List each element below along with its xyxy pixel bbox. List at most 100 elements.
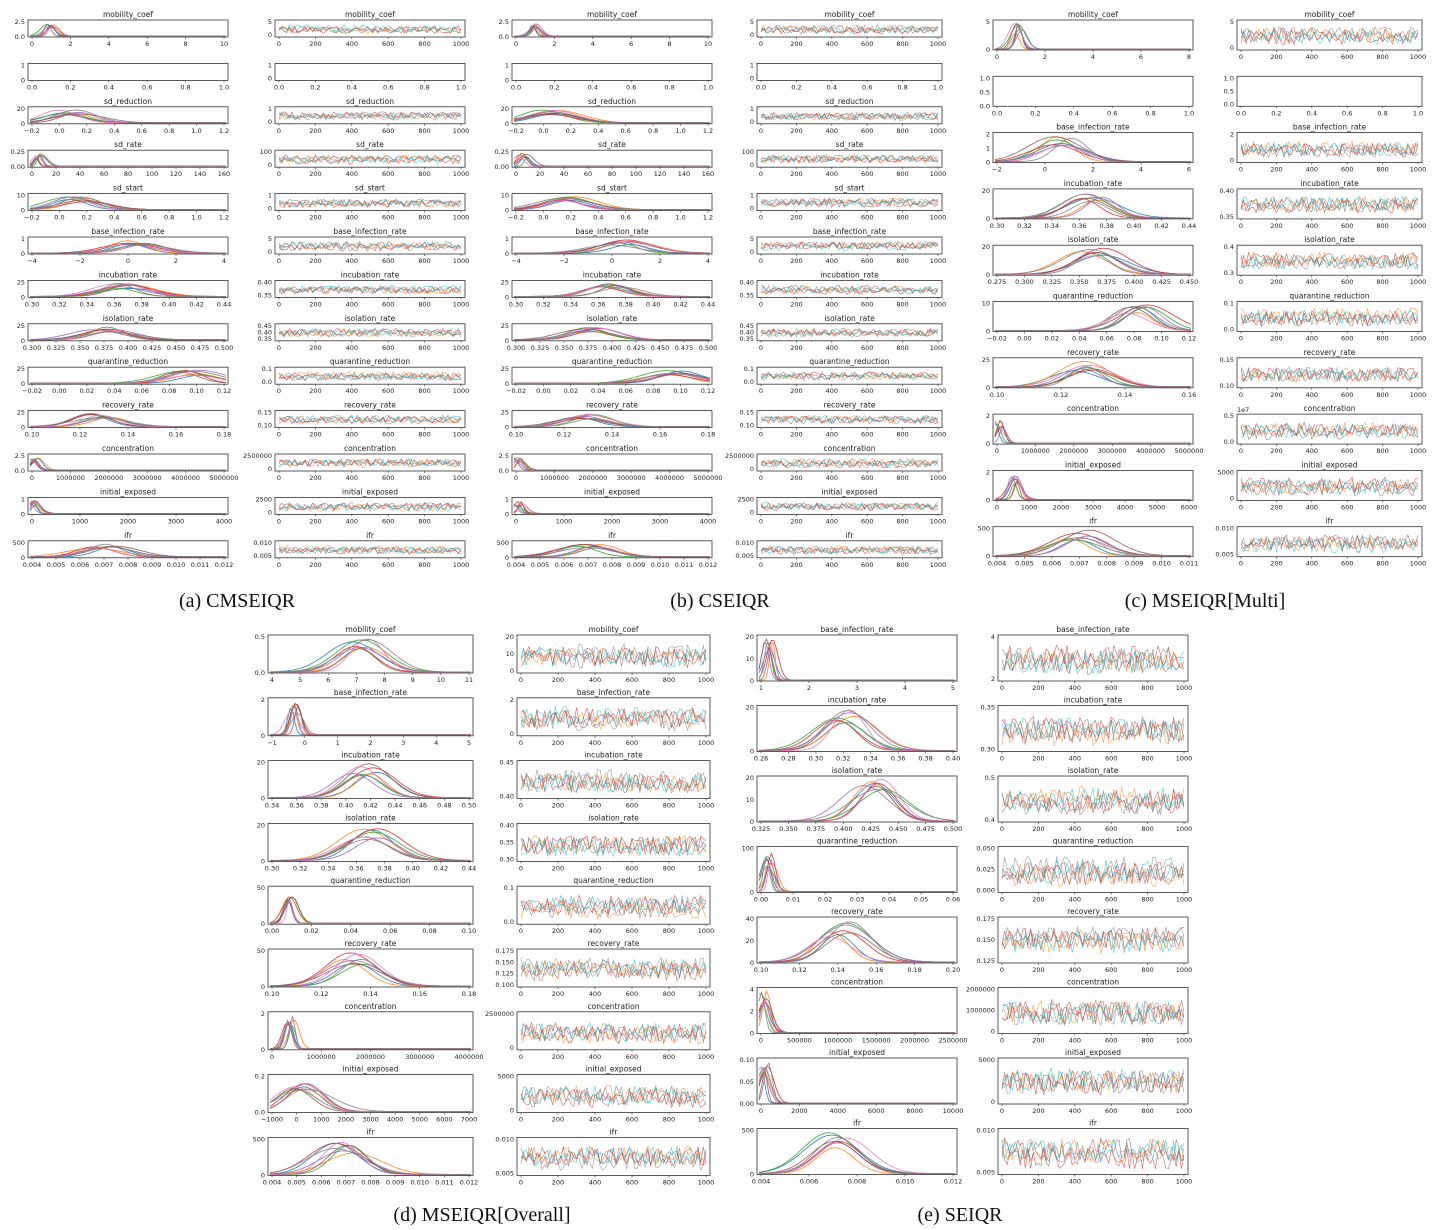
x-tick-label: 0.34 bbox=[265, 802, 279, 810]
x-tick-label: 0 bbox=[514, 170, 518, 178]
trace-frame bbox=[756, 279, 943, 298]
x-tick-label: 10 bbox=[220, 40, 228, 48]
y-tick-label: 0 bbox=[750, 118, 754, 126]
x-tick-label: 1500000 bbox=[862, 1037, 891, 1045]
x-tick-label: 600 bbox=[1105, 1037, 1117, 1045]
density-title: sd_rate bbox=[114, 140, 142, 149]
x-tick-label: 800 bbox=[418, 40, 430, 48]
y-tick-label: 2 bbox=[510, 696, 514, 704]
y-tick-label: 0 bbox=[505, 250, 509, 258]
x-tick-label: 1000 bbox=[698, 990, 715, 998]
x-tick-label: 200 bbox=[552, 676, 564, 684]
y-tick-label: 0 bbox=[750, 31, 754, 39]
y-tick-label: 0.40 bbox=[500, 821, 514, 829]
y-tick-label: 0.010 bbox=[1215, 525, 1234, 533]
trace-line bbox=[760, 198, 939, 207]
x-tick-label: 0.12 bbox=[557, 431, 571, 439]
trace-line bbox=[1001, 930, 1185, 954]
y-tick-label: 0.5 bbox=[1224, 412, 1234, 420]
y-tick-label: 0 bbox=[750, 74, 754, 82]
x-tick-label: 4 bbox=[1091, 53, 1095, 61]
trace-title: recovery_rate bbox=[824, 401, 876, 410]
x-tick-label: 0.30 bbox=[990, 222, 1004, 230]
parameter-panel: mobility_coef mobility_coef 4 5 6 7 8 9 10 11 0.0 0… bbox=[255, 625, 715, 684]
x-tick-label: 80 bbox=[608, 170, 616, 178]
y-tick-label: 2.5 bbox=[499, 452, 509, 460]
y-tick-label: 0 bbox=[21, 380, 25, 388]
trace-line bbox=[278, 502, 462, 511]
y-tick-label: 0 bbox=[505, 510, 509, 518]
y-tick-label: 25 bbox=[501, 409, 509, 417]
y-tick-label: 0.35 bbox=[258, 335, 272, 343]
y-tick-label: 4 bbox=[991, 633, 995, 641]
y-tick-label: 0 bbox=[268, 248, 272, 256]
density-curve bbox=[995, 25, 1191, 50]
density-curve bbox=[758, 642, 955, 681]
y-tick-label: 0.005 bbox=[253, 552, 272, 560]
y-tick-label: 0 bbox=[986, 440, 990, 448]
trace-line bbox=[1240, 311, 1419, 327]
density-title: sd_start bbox=[597, 184, 627, 193]
x-tick-label: 0.12 bbox=[792, 966, 806, 974]
trace-line bbox=[1240, 366, 1419, 382]
x-tick-label: 0.007 bbox=[337, 1178, 356, 1186]
x-tick-label: 0 bbox=[759, 431, 763, 439]
x-tick-label: 2000 bbox=[338, 1116, 355, 1124]
x-tick-label: 0 bbox=[277, 431, 281, 439]
x-tick-label: 2000000 bbox=[356, 1053, 385, 1061]
x-tick-label: 0.6 bbox=[621, 214, 631, 222]
x-tick-label: 5 bbox=[467, 739, 471, 747]
y-tick-label: 2 bbox=[986, 131, 990, 139]
trace-line bbox=[1240, 29, 1419, 45]
trace-title: concentration bbox=[588, 1002, 640, 1011]
x-tick-label: 800 bbox=[663, 739, 675, 747]
y-tick-label: 0 bbox=[261, 795, 265, 803]
y-tick-label: 25 bbox=[17, 409, 25, 417]
x-tick-label: 0.42 bbox=[363, 802, 377, 810]
y-tick-label: 0 bbox=[986, 496, 990, 504]
x-tick-label: 400 bbox=[826, 344, 838, 352]
density-curve bbox=[270, 899, 471, 924]
y-tick-label: 0 bbox=[268, 161, 272, 169]
x-tick-label: 0 bbox=[759, 214, 763, 222]
trace-line bbox=[1240, 422, 1419, 438]
trace-line bbox=[760, 460, 939, 469]
density-title: initial_exposed bbox=[1065, 460, 1121, 469]
density-curve bbox=[759, 921, 955, 963]
x-tick-label: 200 bbox=[1270, 503, 1282, 511]
trace-line bbox=[520, 647, 707, 668]
trace-title: sd_rate bbox=[356, 140, 384, 149]
trace-line bbox=[760, 416, 939, 425]
x-tick-label: 0.32 bbox=[1017, 222, 1031, 230]
x-tick-label: 2000 bbox=[1053, 503, 1070, 511]
x-tick-label: 0.425 bbox=[1152, 278, 1171, 286]
x-tick-label: 0.04 bbox=[591, 387, 605, 395]
trace-title: base_infection_rate bbox=[577, 688, 651, 697]
x-tick-label: 0.38 bbox=[134, 300, 148, 308]
density-title: incubation_rate bbox=[583, 270, 642, 279]
trace-frame bbox=[516, 823, 711, 862]
x-tick-label: 0.475 bbox=[191, 344, 210, 352]
x-tick-label: 800 bbox=[418, 387, 430, 395]
x-tick-label: 0.375 bbox=[807, 825, 826, 833]
y-tick-label: 0 bbox=[986, 384, 990, 392]
density-frame bbox=[992, 188, 1194, 220]
trace-title: isolation_rate bbox=[1304, 235, 1355, 244]
x-tick-label: 600 bbox=[861, 344, 873, 352]
trace-line bbox=[278, 154, 462, 163]
x-tick-label: 0.350 bbox=[1070, 278, 1089, 286]
trace-title: incubation_rate bbox=[1300, 179, 1359, 188]
trace-line bbox=[278, 414, 462, 423]
y-tick-label: 0.30 bbox=[500, 855, 514, 863]
x-tick-label: 1000 bbox=[1410, 222, 1427, 230]
density-frame bbox=[267, 697, 474, 737]
x-tick-label: 800 bbox=[1141, 1107, 1153, 1115]
x-tick-label: 0.44 bbox=[462, 864, 476, 872]
x-tick-label: 4 bbox=[270, 676, 274, 684]
x-tick-label: 0 bbox=[126, 257, 130, 265]
x-tick-label: 200 bbox=[1270, 335, 1282, 343]
x-tick-label: 0 bbox=[759, 387, 763, 395]
parameter-panel: sd_reduction sd_reduction −0.2 0.0 0.2 0.4 0.6… bbox=[17, 97, 470, 135]
density-curve bbox=[513, 111, 710, 124]
